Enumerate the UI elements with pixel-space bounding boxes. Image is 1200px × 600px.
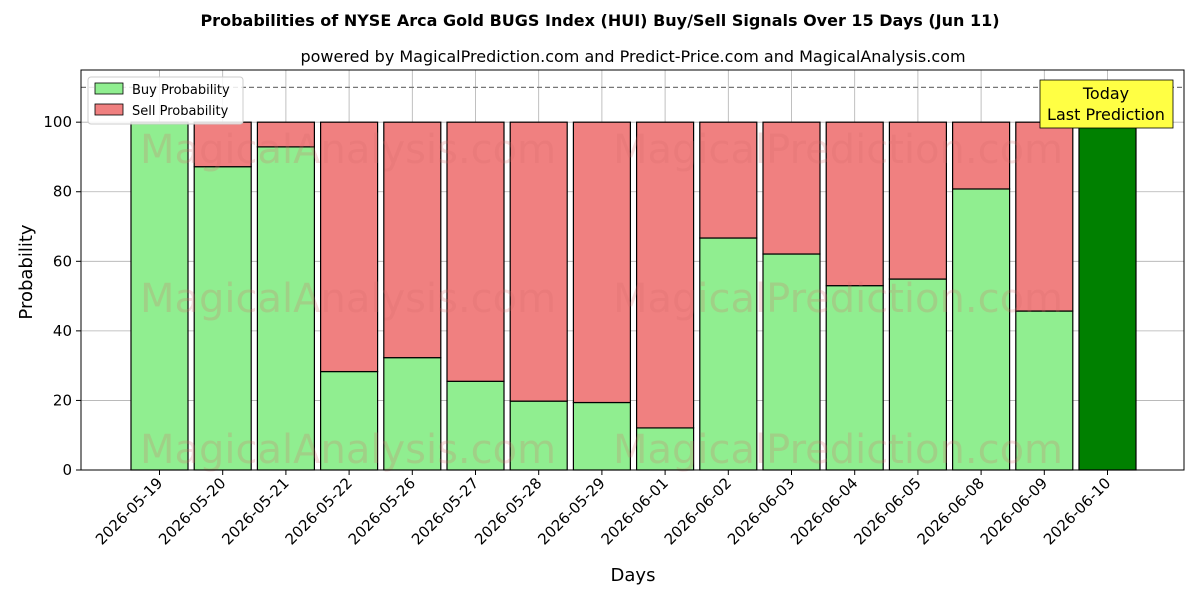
sell-bar (509, 121, 568, 402)
sell-bar (446, 121, 505, 382)
buy-bar (635, 427, 695, 471)
watermarks: MagicalAnalysis.com MagicalPrediction.co… (140, 127, 1063, 473)
buy-bar (888, 278, 948, 471)
buy-bar (320, 370, 379, 471)
legend-box (87, 76, 244, 125)
x-tick-label: 2026-05-29 (534, 474, 608, 548)
buy-bar (825, 285, 884, 471)
x-tick-label: 2026-06-08 (914, 474, 988, 548)
buy-bar (1078, 121, 1137, 471)
buy-bar (762, 253, 821, 471)
buy-bar (572, 401, 632, 471)
buy-bar (509, 400, 568, 471)
legend-buy-swatch (94, 82, 124, 95)
buy-bar (699, 237, 758, 471)
y-tick-label: 20 (53, 391, 72, 409)
sell-bar (320, 121, 379, 373)
x-tick-label: 2026-05-19 (92, 474, 166, 548)
buy-bar (951, 188, 1011, 471)
y-tick-label: 80 (53, 183, 72, 201)
legend-sell-swatch (94, 103, 124, 116)
last-prediction-label: Last Prediction (1047, 105, 1165, 124)
sell-bar (383, 121, 442, 359)
x-tick-label: 2026-05-28 (471, 474, 545, 548)
watermark-analysis-2: MagicalAnalysis.com (140, 276, 556, 322)
y-axis-label: Probability (16, 224, 37, 319)
watermark-prediction-1: MagicalPrediction.com (613, 127, 1063, 173)
watermark-prediction-2: MagicalPrediction.com (613, 276, 1063, 322)
buy-bar (1015, 310, 1074, 471)
sell-bar (572, 121, 632, 404)
sell-bar (762, 121, 821, 255)
watermark-analysis-3: MagicalAnalysis.com (140, 427, 556, 473)
legend: Buy Probability Sell Probability (87, 76, 244, 125)
chart-subtitle: powered by MagicalPrediction.com and Pre… (300, 47, 965, 66)
x-tick-label: 2026-06-09 (977, 474, 1051, 548)
sell-bar (888, 121, 948, 280)
x-tick-label: 2026-06-04 (787, 474, 861, 548)
y-tick-label: 0 (62, 461, 72, 479)
x-tick-label: 2026-05-20 (155, 474, 229, 548)
x-tick-label: 2026-05-26 (345, 474, 419, 548)
x-tick-label: 2026-05-21 (218, 474, 292, 548)
today-annotation-box (1039, 79, 1174, 129)
watermark-prediction-3: MagicalPrediction.com (613, 427, 1063, 473)
x-tick-label: 2026-06-01 (598, 474, 672, 548)
x-axis-label: Days (611, 565, 656, 586)
today-label: Today (1082, 84, 1129, 103)
legend-sell-label: Sell Probability (132, 104, 229, 119)
legend-buy-label: Buy Probability (132, 83, 230, 98)
x-tick-label: 2026-06-02 (661, 474, 735, 548)
x-tick-label: 2026-06-03 (724, 474, 798, 548)
sell-bar (699, 121, 758, 239)
sell-bar (256, 121, 315, 148)
y-tick-label: 40 (53, 322, 72, 340)
y-tick-label: 60 (53, 252, 72, 270)
watermark-analysis-1: MagicalAnalysis.com (140, 127, 556, 173)
sell-bar (951, 121, 1011, 190)
bars (130, 121, 1137, 471)
sell-bar (635, 121, 695, 429)
y-tick-label: 100 (43, 113, 72, 131)
plot-frame (80, 69, 1185, 471)
sell-bar (825, 121, 884, 287)
today-annotation: Today Last Prediction (1039, 79, 1174, 129)
sell-bar (193, 121, 252, 168)
chart-title: Probabilities of NYSE Arca Gold BUGS Ind… (200, 11, 999, 30)
x-tick-label: 2026-06-10 (1040, 474, 1114, 548)
x-tick-label: 2026-05-22 (282, 474, 356, 548)
x-tick-label: 2026-06-05 (850, 474, 924, 548)
x-tick-label: 2026-05-27 (408, 474, 482, 548)
